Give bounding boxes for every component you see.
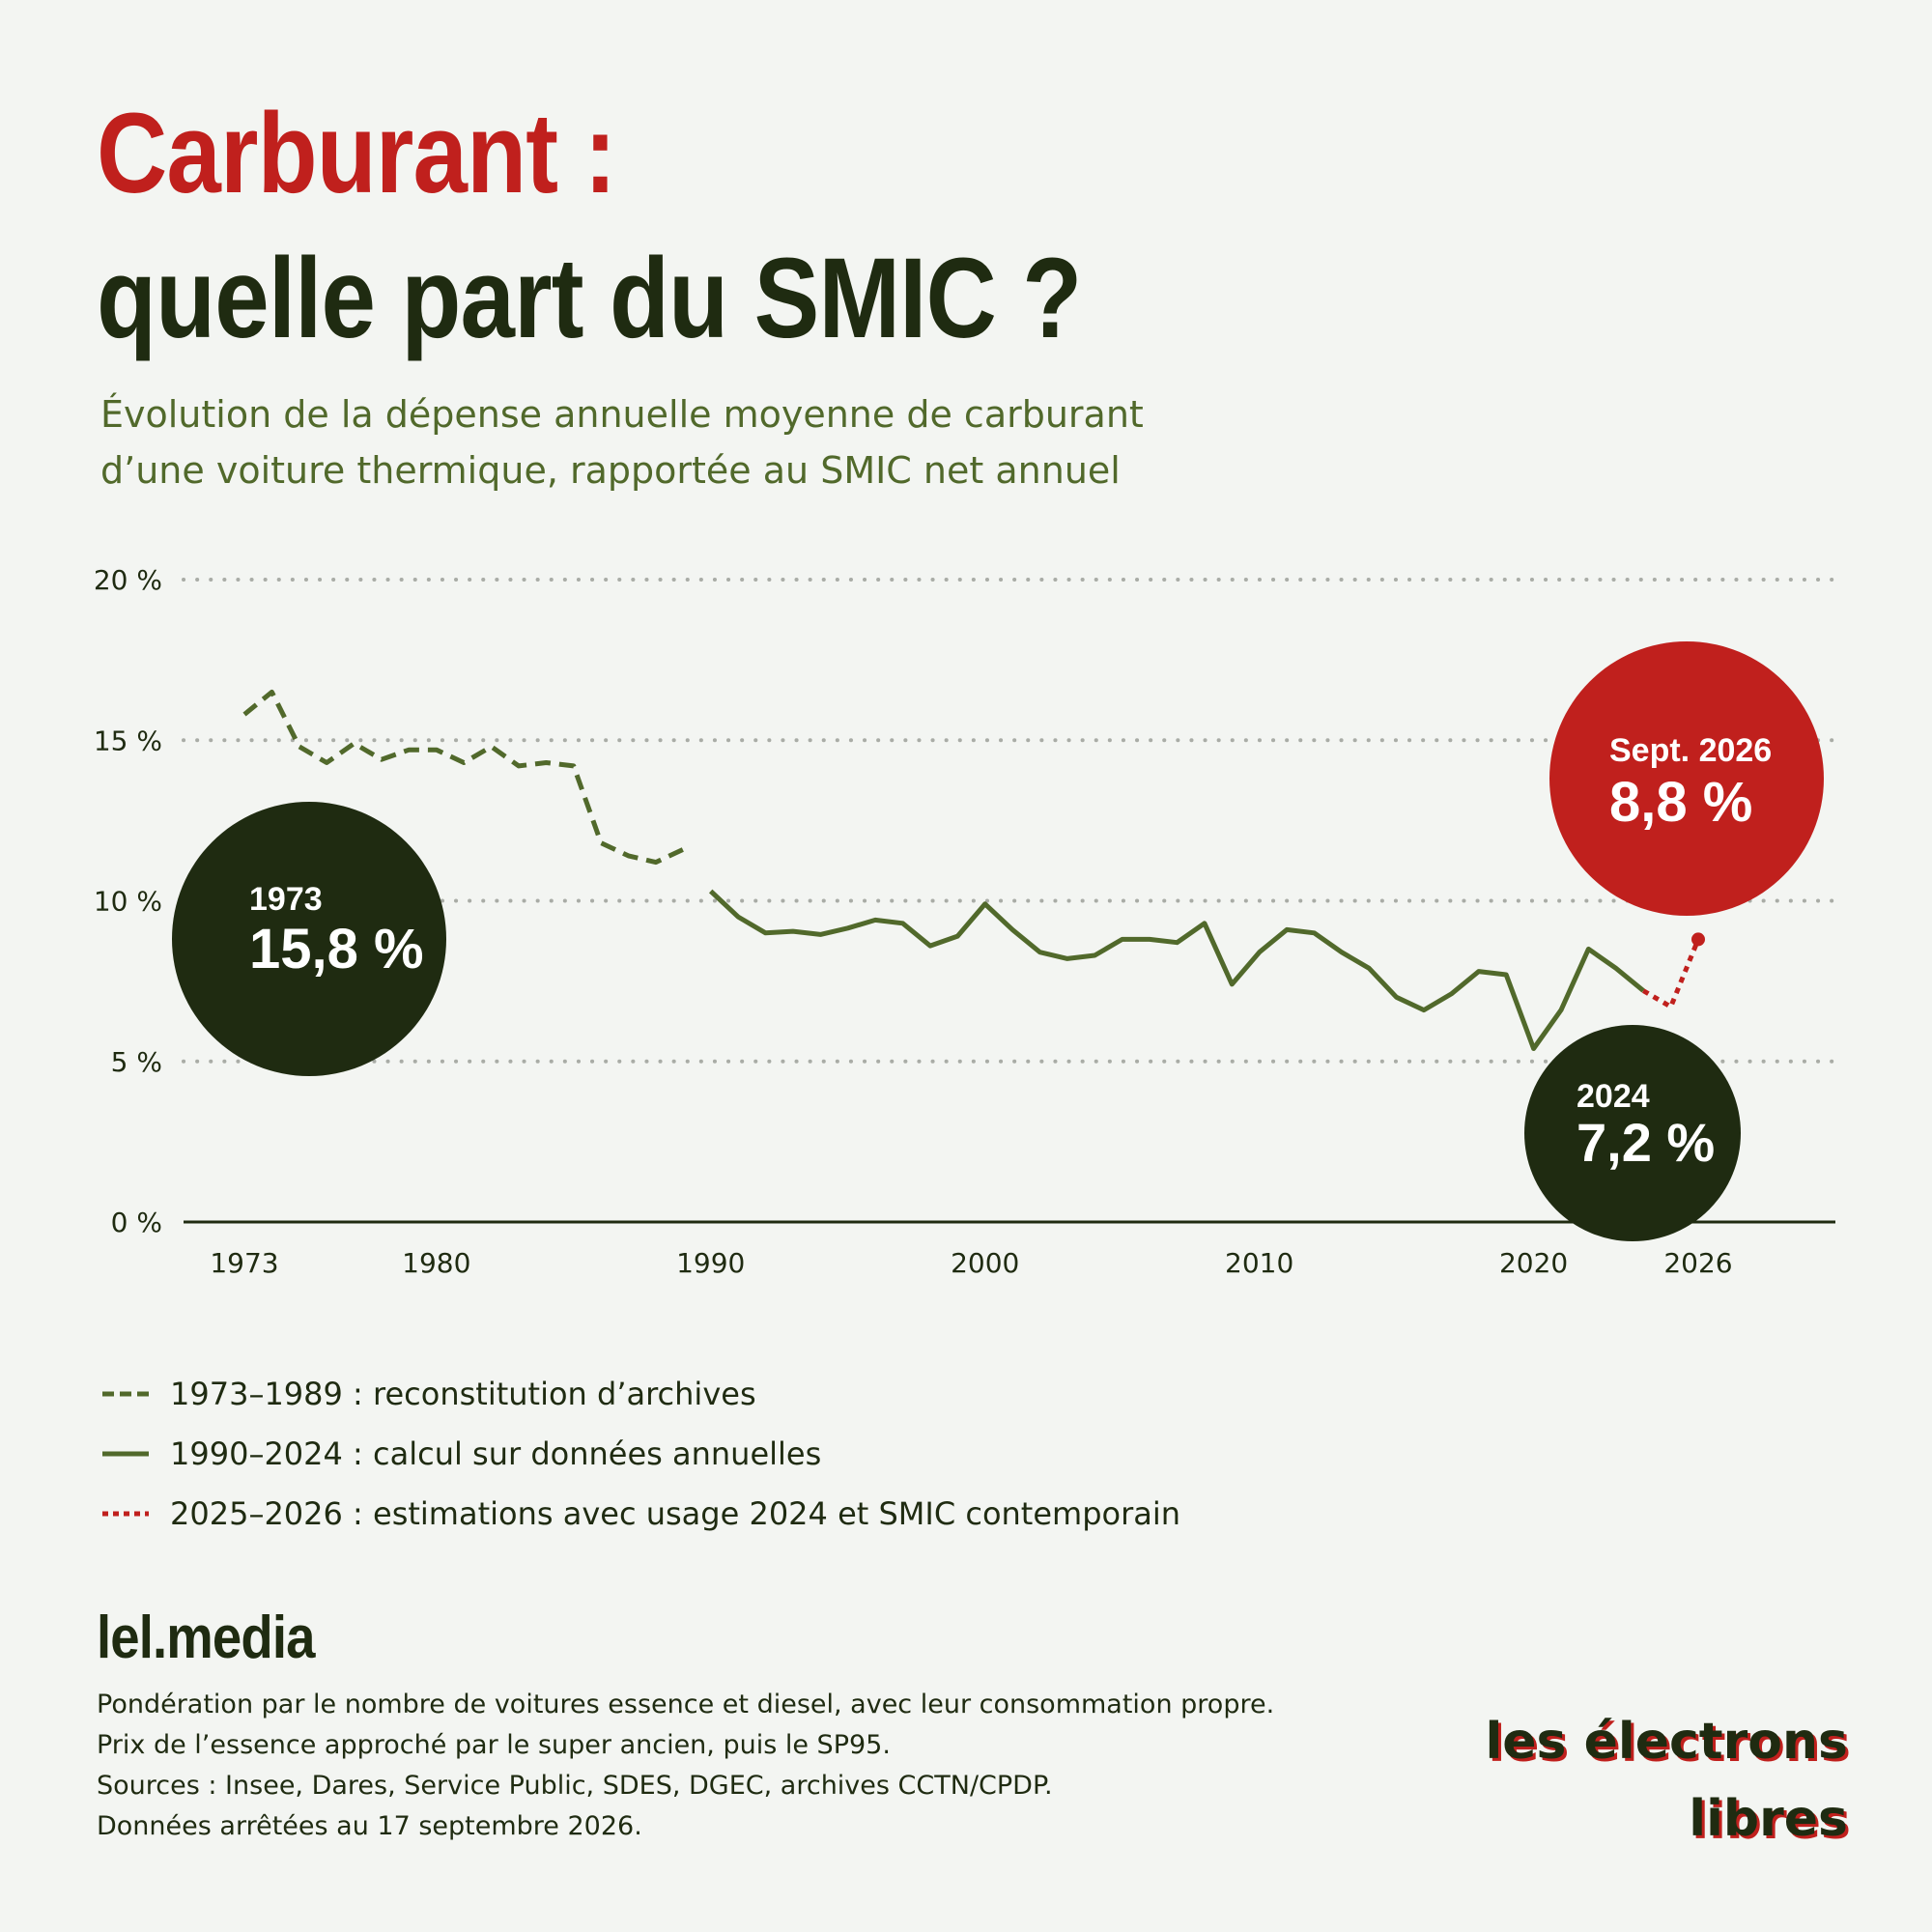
bubble-value-label: 15,8 % (249, 918, 424, 980)
legend-item-annual: 1990–2024 : calcul sur données annuelles (100, 1424, 1180, 1484)
y-axis: 0 % 5 % 10 % 15 % 20 % (94, 564, 162, 1238)
series-line-dashed (242, 689, 685, 866)
svg-text:libres: libres (1691, 1793, 1850, 1851)
y-tick-label: 10 % (94, 886, 162, 918)
footnote: Pondération par le nombre de voitures es… (97, 1690, 1275, 1719)
line-chart: 0 % 5 % 10 % 15 % 20 % 1973 1980 1990 2000 2010 2… (94, 564, 1837, 1279)
brand-name: lel.media (97, 1605, 315, 1671)
legend: 1973–1989 : reconstitution d’archives 19… (100, 1364, 1180, 1544)
bubble-circle (172, 802, 446, 1076)
y-tick-label: 0 % (111, 1207, 162, 1238)
x-tick-label: 1973 (210, 1247, 278, 1279)
legend-label: 1973–1989 : reconstitution d’archives (170, 1376, 756, 1412)
x-tick-label: 2000 (951, 1247, 1019, 1279)
series-line-solid (708, 889, 1645, 1051)
x-tick-label: 2010 (1225, 1247, 1293, 1279)
y-tick-label: 20 % (94, 564, 162, 596)
y-tick-label: 5 % (111, 1046, 162, 1078)
legend-swatch-dotted (102, 1511, 149, 1517)
title-line-1: Carburant : (97, 90, 616, 217)
x-tick-label: 1980 (402, 1247, 470, 1279)
subtitle-line-2: d’une voiture thermique, rapportée au SM… (100, 449, 1121, 492)
x-tick-label: 2020 (1499, 1247, 1568, 1279)
legend-swatch-solid (102, 1451, 149, 1457)
endpoint-marker (1691, 932, 1705, 947)
footnote: Données arrêtées au 17 septembre 2026. (97, 1811, 642, 1841)
bubble-value-label: 8,8 % (1609, 771, 1752, 834)
legend-swatch-dashed (102, 1391, 149, 1397)
bubble-year-label: 2024 (1577, 1078, 1650, 1115)
x-tick-label: 1990 (676, 1247, 745, 1279)
subtitle: Évolution de la dépense annuelle moyenne… (100, 386, 1356, 498)
logo-line-2: libres (1689, 1790, 1848, 1848)
footnote: Prix de l’essence approché par le super … (97, 1730, 891, 1760)
svg-text:les électrons: les électrons (1488, 1716, 1850, 1774)
legend-item-archives: 1973–1989 : reconstitution d’archives (100, 1364, 1180, 1424)
series-line-dotted (1641, 938, 1701, 1009)
bubble-circle (1549, 641, 1824, 916)
x-tick-label: 2026 (1663, 1247, 1732, 1279)
legend-label: 1990–2024 : calcul sur données annuelles (170, 1435, 822, 1472)
bubble-year-label: Sept. 2026 (1609, 732, 1772, 769)
bubble-value-label: 7,2 % (1577, 1112, 1715, 1173)
legend-item-estimates: 2025–2026 : estimations avec usage 2024 … (100, 1484, 1180, 1544)
les-electrons-libres-logo: les électrons les électrons libres libre… (1485, 1713, 1850, 1851)
bubble-year-label: 1973 (249, 881, 323, 918)
footnote: Sources : Insee, Dares, Service Public, … (97, 1771, 1053, 1801)
x-axis: 1973 1980 1990 2000 2010 2020 2026 (210, 1247, 1732, 1279)
series-lines (242, 689, 1705, 1051)
footnotes: Pondération par le nombre de voitures es… (97, 1685, 1410, 1847)
legend-label: 2025–2026 : estimations avec usage 2024 … (170, 1495, 1181, 1532)
y-tick-label: 15 % (94, 724, 162, 756)
logo-line-1: les électrons (1485, 1713, 1848, 1771)
subtitle-line-1: Évolution de la dépense annuelle moyenne… (100, 393, 1144, 436)
title-line-2: quelle part du SMIC ? (97, 235, 1082, 362)
bubble-circle (1524, 1025, 1741, 1241)
